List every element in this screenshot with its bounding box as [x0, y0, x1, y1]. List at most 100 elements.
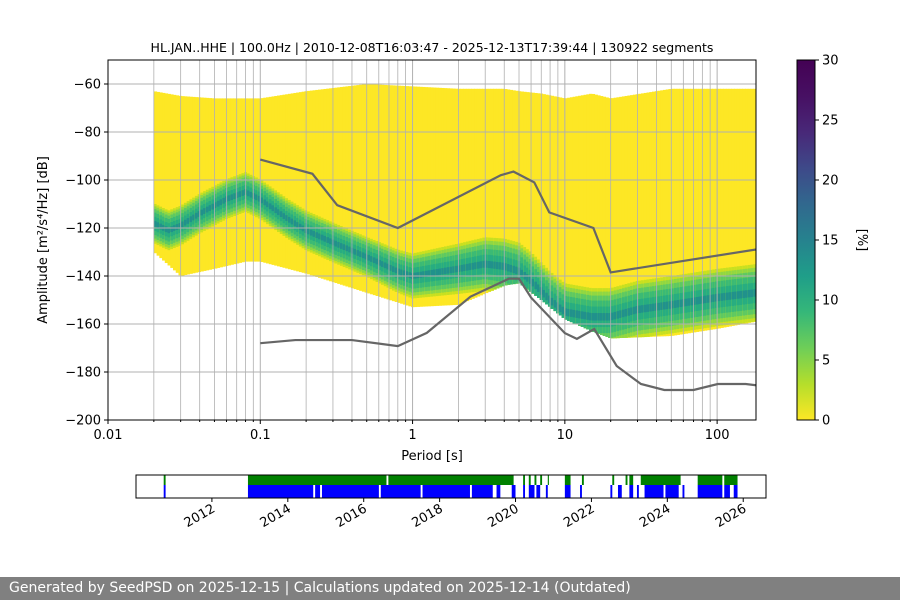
density-band	[641, 305, 645, 313]
data-coverage-segment	[422, 485, 470, 498]
plot-frame	[107, 59, 757, 421]
y-tick-label: −120	[65, 222, 101, 237]
density-column	[619, 96, 623, 339]
density-band	[378, 259, 382, 266]
density-band	[509, 264, 513, 273]
density-column	[578, 95, 582, 326]
density-column	[616, 97, 620, 339]
density-band	[591, 313, 596, 321]
density-column	[632, 94, 637, 338]
density-column	[734, 88, 738, 326]
density-band	[698, 296, 702, 305]
density-column	[646, 92, 650, 337]
density-band	[433, 269, 437, 276]
density-column	[383, 84, 388, 299]
density-band	[703, 295, 708, 304]
density-band	[605, 313, 609, 321]
density-column	[553, 96, 557, 312]
density-band	[334, 240, 338, 247]
density-band	[621, 309, 626, 318]
data-coverage-segment	[321, 485, 379, 498]
data-coverage-segment	[697, 485, 723, 498]
density-band	[405, 271, 409, 278]
x-tick-label: 1	[408, 428, 416, 443]
density-band	[427, 270, 431, 277]
density-column	[682, 88, 686, 335]
colorbar-ticks: 0 5 10 15 20 25 30	[815, 54, 839, 429]
footer-bar: Generated by SeedPSD on 2025-12-15 | Cal…	[0, 577, 900, 600]
data-coverage-segment	[511, 485, 516, 498]
density-column	[649, 92, 653, 337]
density-column	[192, 96, 196, 274]
x-tick-label: 0.01	[94, 428, 123, 443]
density-band	[159, 223, 163, 230]
timeline-tick-label: 2016	[334, 501, 370, 531]
density-band	[599, 313, 604, 321]
density-column	[339, 87, 344, 285]
density-column	[364, 84, 368, 293]
data-coverage-segment	[247, 485, 314, 498]
density-heatmap	[153, 84, 756, 339]
density-band	[372, 257, 377, 264]
density-band	[402, 270, 407, 277]
density-column	[402, 85, 407, 305]
density-column	[323, 88, 327, 280]
density-column	[504, 89, 508, 286]
y-tick-label: −100	[65, 174, 101, 189]
density-column	[430, 87, 434, 307]
density-band	[443, 267, 448, 275]
density-column	[545, 94, 549, 305]
density-band	[348, 246, 352, 253]
density-column	[214, 98, 218, 269]
density-column	[468, 88, 472, 300]
density-column	[684, 88, 689, 334]
density-band	[468, 263, 472, 271]
y-axis: −60 −80 −100 −120 −140 −160 −180 −200	[65, 78, 108, 429]
density-column	[479, 88, 483, 296]
density-column	[287, 93, 292, 270]
density-column	[501, 88, 505, 287]
density-band	[435, 269, 440, 276]
density-column	[205, 97, 210, 271]
density-column	[208, 98, 212, 270]
density-band	[156, 222, 160, 229]
density-band	[720, 293, 724, 301]
density-column	[389, 85, 393, 301]
timeline-axis: 2012 2014 2016 2018 2020 2022 2024 2026	[182, 498, 749, 531]
density-column	[367, 84, 371, 294]
density-column	[279, 95, 284, 268]
density-band	[687, 298, 691, 306]
psd-coverage-segment	[534, 475, 537, 485]
density-column	[400, 85, 404, 304]
density-column	[189, 96, 193, 274]
density-band	[216, 200, 221, 207]
density-band	[487, 260, 492, 269]
density-column	[309, 90, 314, 276]
density-column	[583, 94, 587, 329]
density-band	[520, 269, 524, 278]
density-column	[419, 86, 423, 307]
density-band	[441, 268, 445, 275]
density-band	[651, 303, 656, 312]
density-band	[575, 310, 579, 318]
density-column	[698, 88, 702, 332]
density-band	[723, 292, 727, 301]
density-column	[320, 89, 325, 279]
density-column	[331, 87, 336, 283]
density-band	[572, 309, 576, 318]
high-noise-model-line	[259, 158, 756, 274]
density-column	[572, 96, 576, 324]
density-column	[512, 90, 516, 285]
density-band	[350, 247, 355, 254]
density-column	[624, 95, 628, 338]
density-column	[750, 88, 754, 323]
data-coverage-segment	[629, 485, 634, 498]
colorbar-tick-label: 5	[822, 354, 830, 369]
density-column	[687, 88, 691, 334]
density-column	[391, 85, 396, 302]
density-column	[517, 91, 522, 284]
density-band	[255, 194, 259, 201]
density-column	[569, 97, 574, 323]
psd-coverage-segment	[528, 475, 531, 485]
